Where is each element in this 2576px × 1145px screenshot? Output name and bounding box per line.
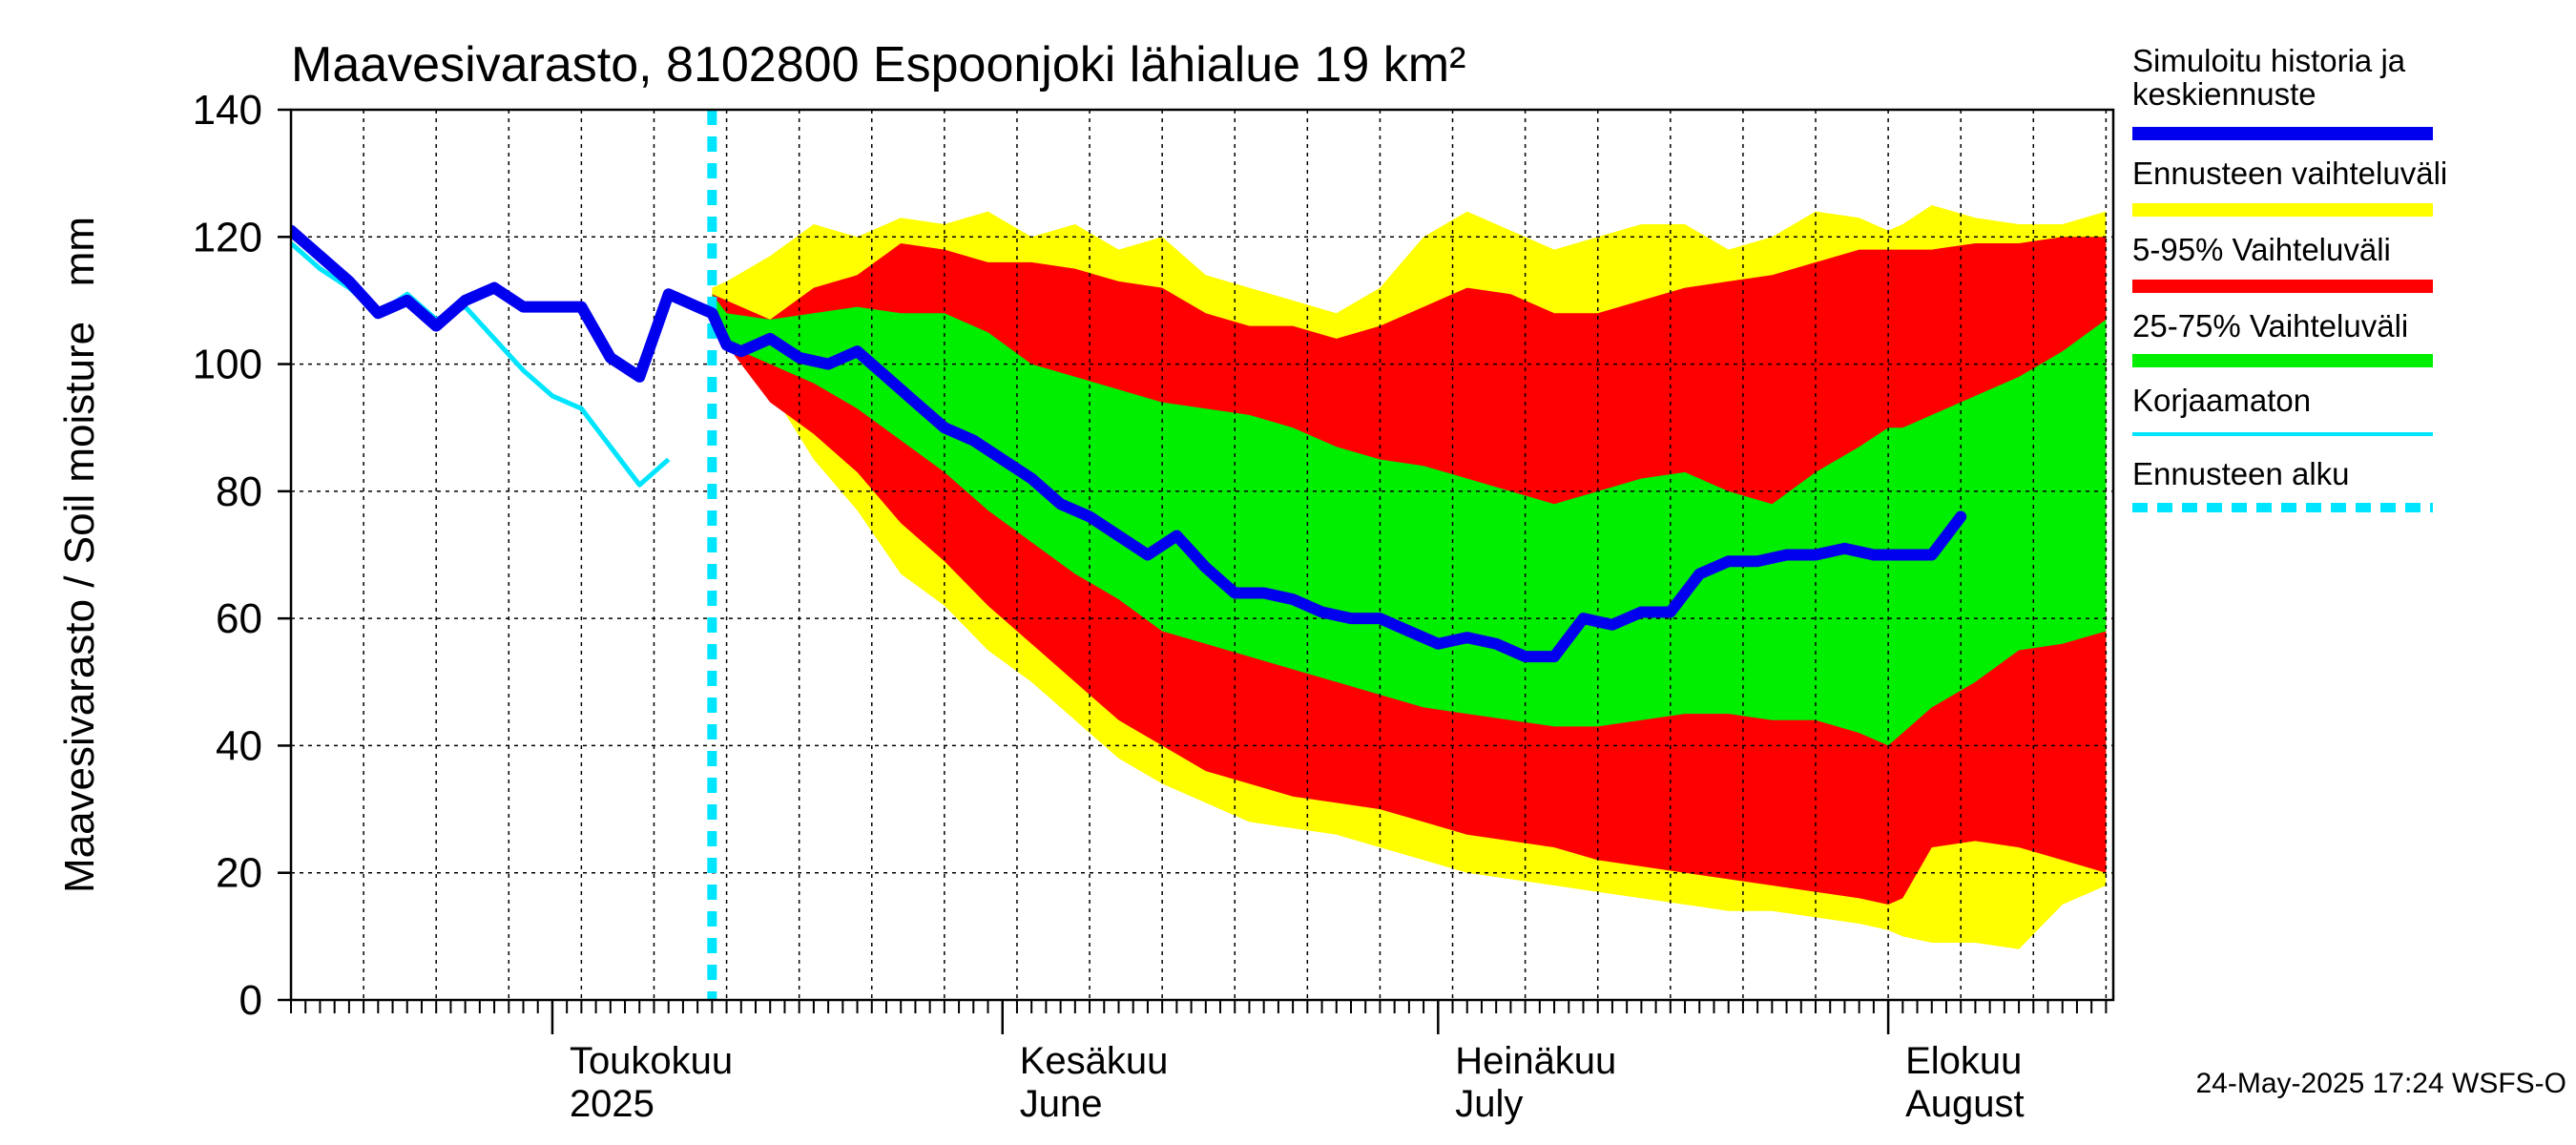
x-month-label: Toukokuu bbox=[570, 1040, 733, 1082]
plot-frame bbox=[289, 108, 2115, 1002]
y-tick-label: 40 bbox=[216, 722, 262, 769]
band-25-75 bbox=[712, 294, 2107, 746]
forecast-bands bbox=[712, 205, 2107, 949]
legend-label: Simuloitu historia ja bbox=[2132, 43, 2406, 78]
legend-label-line2: keskiennuste bbox=[2132, 76, 2316, 112]
grid-lines bbox=[291, 110, 2113, 1000]
y-axis-label: Maavesivarasto / Soil moisture mm bbox=[56, 217, 103, 893]
series-median bbox=[291, 224, 1967, 663]
y-tick-label: 80 bbox=[216, 468, 262, 515]
x-month-label: Kesäkuu bbox=[1020, 1040, 1169, 1082]
x-month-sublabel: June bbox=[1020, 1083, 1103, 1125]
x-month-sublabel: 2025 bbox=[570, 1083, 654, 1125]
y-tick-label: 0 bbox=[239, 977, 262, 1024]
chart-title: Maavesivarasto, 8102800 Espoonjoki lähia… bbox=[291, 37, 1465, 93]
legend-label: Ennusteen vaihteluväli bbox=[2132, 156, 2447, 191]
legend-label: 25-75% Vaihteluväli bbox=[2132, 308, 2408, 344]
y-tick-label: 140 bbox=[193, 87, 262, 134]
footer-timestamp: 24-May-2025 17:24 WSFS-O bbox=[2196, 1068, 2567, 1099]
x-month-label: Elokuu bbox=[1905, 1040, 2022, 1082]
y-tick-label: 100 bbox=[193, 342, 262, 388]
y-tick-label: 120 bbox=[193, 214, 262, 260]
x-month-sublabel: July bbox=[1455, 1083, 1523, 1125]
chart-text: Maavesivarasto, 8102800 Espoonjoki lähia… bbox=[56, 37, 2566, 1125]
axes bbox=[278, 108, 2115, 1034]
legend-label: Korjaamaton bbox=[2132, 383, 2311, 418]
x-month-label: Heinäkuu bbox=[1455, 1040, 1616, 1082]
data-series bbox=[291, 110, 1967, 1000]
y-tick-label: 20 bbox=[216, 850, 262, 897]
legend-label: Ennusteen alku bbox=[2132, 456, 2350, 491]
y-tick-label: 60 bbox=[216, 595, 262, 642]
x-month-sublabel: August bbox=[1905, 1083, 2025, 1125]
legend-label: 5-95% Vaihteluväli bbox=[2132, 232, 2391, 267]
